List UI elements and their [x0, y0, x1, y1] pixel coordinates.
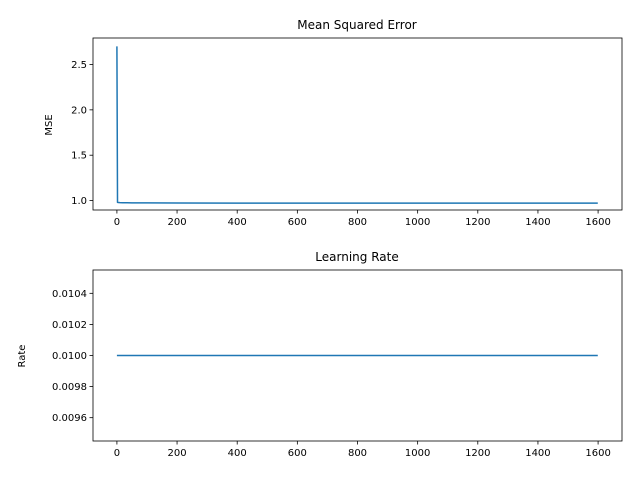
plot-area	[116, 46, 598, 204]
y-axis-label: Rate	[17, 345, 28, 368]
x-tick-label: 800	[348, 448, 367, 459]
y-tick-label: 2.5	[71, 60, 87, 71]
x-tick-label: 400	[228, 217, 247, 228]
y-axis: 1.0 1.5 2.0 2.5	[71, 60, 93, 207]
y-tick-label: 0.0102	[52, 320, 87, 331]
chart-title: Mean Squared Error	[297, 18, 417, 32]
x-axis: 0 200 400 600 800 1000 1200 1400 1600	[114, 210, 611, 228]
x-tick-label: 200	[168, 448, 187, 459]
x-tick-label: 0	[114, 448, 120, 459]
x-tick-label: 400	[228, 448, 247, 459]
axes-frame	[92, 37, 623, 211]
subplot-learning-rate: Learning Rate Rate 0 200 400 600 800 1000 1200…	[17, 250, 623, 459]
chart-title: Learning Rate	[315, 250, 398, 264]
y-axis: 0.0096 0.0098 0.0100 0.0102 0.0104	[52, 289, 93, 424]
x-tick-label: 1400	[525, 217, 550, 228]
y-tick-label: 0.0098	[52, 382, 87, 393]
x-tick-label: 600	[288, 448, 307, 459]
subplot-mse: Mean Squared Error MSE 0 200 400 600 800 1000…	[44, 18, 623, 228]
x-tick-label: 1200	[465, 217, 490, 228]
axes-frame	[92, 269, 623, 442]
y-tick-label: 1.5	[71, 151, 87, 162]
series-line	[116, 46, 598, 204]
y-tick-label: 2.0	[71, 105, 87, 116]
x-tick-label: 1000	[405, 448, 430, 459]
x-tick-label: 1200	[465, 448, 490, 459]
x-tick-label: 0	[114, 217, 120, 228]
y-tick-label: 0.0100	[52, 351, 87, 362]
y-tick-label: 0.0104	[52, 289, 87, 300]
y-tick-label: 0.0096	[52, 413, 87, 424]
x-tick-label: 800	[348, 217, 367, 228]
y-tick-label: 1.0	[71, 196, 87, 207]
x-tick-label: 1400	[525, 448, 550, 459]
x-axis: 0 200 400 600 800 1000 1200 1400 1600	[114, 441, 611, 459]
x-tick-label: 1600	[585, 217, 610, 228]
x-tick-label: 600	[288, 217, 307, 228]
x-tick-label: 200	[168, 217, 187, 228]
y-axis-label: MSE	[44, 114, 55, 135]
x-tick-label: 1600	[585, 448, 610, 459]
x-tick-label: 1000	[405, 217, 430, 228]
